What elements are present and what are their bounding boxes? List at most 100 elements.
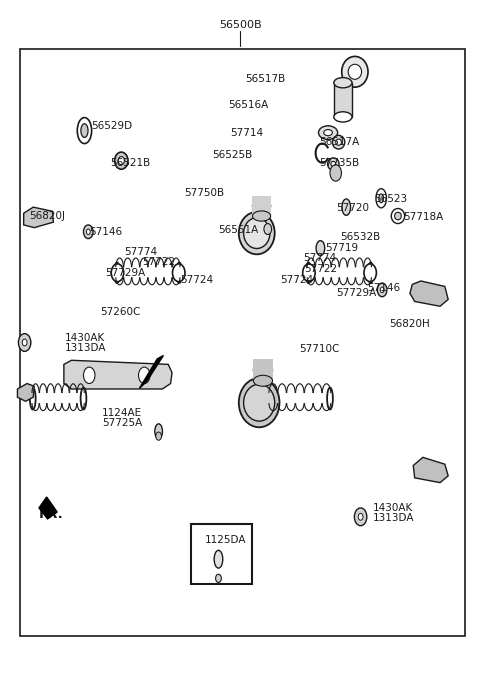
- Circle shape: [264, 223, 272, 234]
- Ellipse shape: [214, 550, 223, 568]
- Text: 57718A: 57718A: [403, 212, 443, 223]
- Bar: [252, 195, 271, 216]
- Ellipse shape: [334, 77, 352, 88]
- Bar: [334, 83, 352, 117]
- Text: 56521B: 56521B: [110, 158, 150, 168]
- Circle shape: [18, 334, 31, 351]
- Polygon shape: [410, 281, 448, 306]
- Ellipse shape: [267, 388, 273, 410]
- Ellipse shape: [319, 126, 337, 140]
- Text: 57729A: 57729A: [105, 269, 145, 279]
- Bar: [253, 359, 273, 381]
- Text: 57729A: 57729A: [336, 288, 376, 297]
- Text: 57735B: 57735B: [319, 158, 359, 169]
- Ellipse shape: [316, 240, 324, 256]
- Text: 56820J: 56820J: [29, 211, 65, 221]
- Ellipse shape: [332, 136, 345, 149]
- Polygon shape: [17, 384, 34, 401]
- Text: 56516A: 56516A: [228, 99, 269, 110]
- Ellipse shape: [239, 378, 279, 427]
- Text: 57774: 57774: [124, 247, 157, 258]
- Text: 1313DA: 1313DA: [65, 343, 107, 353]
- Circle shape: [172, 264, 185, 282]
- Text: 56532B: 56532B: [340, 232, 381, 242]
- Text: 57260C: 57260C: [100, 308, 141, 317]
- Ellipse shape: [253, 364, 273, 375]
- Ellipse shape: [336, 139, 341, 145]
- Text: 57724: 57724: [180, 275, 213, 285]
- Circle shape: [156, 432, 161, 440]
- Ellipse shape: [252, 211, 271, 221]
- Text: 56525B: 56525B: [212, 150, 252, 160]
- Text: 56500B: 56500B: [219, 20, 261, 29]
- Polygon shape: [39, 497, 57, 519]
- Ellipse shape: [243, 384, 275, 421]
- Ellipse shape: [324, 129, 332, 136]
- Ellipse shape: [379, 194, 384, 203]
- Ellipse shape: [327, 388, 333, 410]
- Circle shape: [84, 367, 95, 384]
- Text: 57714: 57714: [230, 128, 263, 138]
- Text: 57146: 57146: [367, 283, 400, 292]
- Circle shape: [86, 229, 90, 234]
- Text: 57724: 57724: [281, 275, 314, 285]
- Circle shape: [377, 283, 387, 297]
- Bar: [191, 524, 252, 584]
- Text: 57719: 57719: [325, 243, 358, 253]
- Text: 56523: 56523: [374, 194, 407, 204]
- Ellipse shape: [253, 375, 273, 386]
- Circle shape: [364, 264, 376, 282]
- Text: 57720: 57720: [336, 203, 369, 213]
- Text: 56551A: 56551A: [218, 225, 258, 235]
- Text: 56820H: 56820H: [389, 319, 430, 329]
- Ellipse shape: [155, 424, 162, 439]
- Text: 56529D: 56529D: [92, 121, 133, 132]
- Text: 57725A: 57725A: [102, 418, 143, 428]
- Bar: [20, 49, 465, 636]
- Ellipse shape: [118, 157, 124, 165]
- Ellipse shape: [342, 199, 350, 215]
- Circle shape: [216, 574, 221, 582]
- Circle shape: [139, 367, 150, 384]
- Ellipse shape: [391, 208, 405, 223]
- Text: 56517A: 56517A: [319, 137, 359, 147]
- Text: 56517B: 56517B: [245, 73, 286, 84]
- Ellipse shape: [395, 212, 401, 220]
- Text: 57722: 57722: [143, 257, 176, 267]
- Circle shape: [303, 264, 315, 282]
- Ellipse shape: [114, 262, 120, 283]
- Ellipse shape: [376, 188, 386, 208]
- Polygon shape: [24, 207, 53, 227]
- Circle shape: [111, 264, 124, 282]
- Text: 57774: 57774: [303, 253, 336, 263]
- Ellipse shape: [81, 124, 88, 138]
- Text: 1313DA: 1313DA: [373, 512, 415, 523]
- Ellipse shape: [331, 162, 336, 167]
- Text: 1124AE: 1124AE: [102, 408, 142, 418]
- Polygon shape: [64, 360, 172, 389]
- Ellipse shape: [368, 262, 373, 283]
- Ellipse shape: [239, 212, 275, 254]
- Circle shape: [84, 225, 93, 238]
- Ellipse shape: [306, 262, 312, 283]
- Ellipse shape: [30, 388, 36, 410]
- Ellipse shape: [81, 388, 86, 410]
- Text: 57146: 57146: [89, 227, 122, 238]
- Ellipse shape: [342, 56, 368, 87]
- Circle shape: [358, 513, 363, 520]
- Ellipse shape: [176, 262, 182, 283]
- Circle shape: [22, 339, 27, 346]
- Circle shape: [330, 165, 341, 181]
- Ellipse shape: [252, 201, 271, 211]
- Ellipse shape: [348, 64, 361, 79]
- Ellipse shape: [115, 152, 128, 169]
- Ellipse shape: [77, 118, 92, 144]
- Circle shape: [380, 287, 384, 292]
- Text: FR.: FR.: [39, 508, 64, 521]
- Ellipse shape: [334, 112, 352, 122]
- Text: 57750B: 57750B: [184, 188, 225, 199]
- Ellipse shape: [243, 218, 270, 249]
- Text: 57722: 57722: [305, 264, 338, 274]
- Text: 1430AK: 1430AK: [65, 334, 106, 343]
- Polygon shape: [413, 458, 448, 483]
